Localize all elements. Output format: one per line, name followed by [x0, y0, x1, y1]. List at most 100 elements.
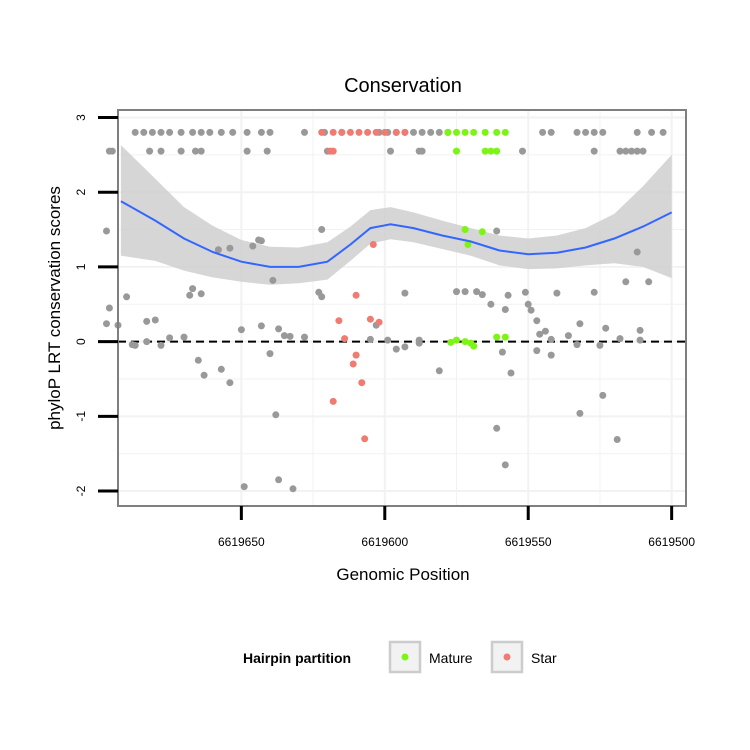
point-other [533, 317, 541, 325]
plot-panel [118, 110, 686, 506]
point-mature [464, 241, 472, 248]
point-other [622, 278, 630, 286]
y-tick-label: 3 [74, 114, 88, 121]
point-other [186, 291, 194, 299]
point-other [200, 371, 208, 379]
point-mature [501, 128, 509, 136]
point-other [564, 332, 572, 340]
point-other [541, 327, 549, 335]
point-star [346, 128, 354, 136]
point-other [180, 333, 188, 341]
point-star [349, 360, 357, 368]
point-other [616, 335, 624, 343]
point-other [272, 411, 280, 419]
point-other [613, 436, 621, 443]
point-other [599, 128, 607, 136]
point-star [358, 379, 366, 387]
point-other [318, 226, 326, 233]
point-other [636, 326, 644, 334]
point-other [146, 147, 154, 155]
point-star [392, 128, 400, 136]
point-other [229, 128, 237, 136]
point-other [318, 293, 326, 301]
point-other [103, 320, 110, 328]
point-other [590, 147, 598, 155]
point-other [289, 485, 297, 493]
point-other [435, 367, 443, 375]
point-other [151, 316, 159, 324]
point-other [418, 147, 426, 155]
point-other [243, 128, 251, 136]
point-other [140, 128, 148, 136]
point-other [636, 336, 644, 344]
legend: Hairpin partition Mature Star [243, 640, 557, 674]
point-mature [493, 333, 501, 341]
point-star [352, 351, 360, 359]
point-star [366, 315, 374, 323]
point-other [599, 391, 607, 399]
point-other [507, 369, 515, 377]
point-other [659, 128, 667, 136]
grid-lines [118, 110, 686, 506]
point-other [366, 335, 374, 343]
point-other [573, 128, 581, 136]
point-mature [461, 338, 469, 346]
point-other [177, 128, 185, 136]
legend-swatch-mature [401, 653, 409, 661]
point-other [214, 246, 222, 254]
point-other [206, 128, 214, 136]
point-other [280, 332, 288, 340]
point-mature [478, 228, 486, 236]
point-star [341, 335, 349, 343]
point-mature [453, 128, 460, 136]
point-other [301, 128, 308, 136]
point-other [197, 290, 205, 298]
point-other [633, 248, 641, 256]
smooth-trend-line [120, 200, 673, 268]
point-other [384, 336, 392, 344]
point-other [301, 333, 308, 341]
point-other [427, 128, 435, 136]
point-other [582, 128, 590, 136]
point-star [355, 128, 363, 136]
point-other [501, 461, 509, 469]
point-star [352, 291, 360, 299]
point-star [369, 241, 377, 248]
point-other [628, 147, 635, 155]
point-other [157, 128, 165, 136]
point-other [639, 147, 647, 155]
point-other [108, 147, 116, 155]
point-star [372, 128, 380, 136]
point-other [131, 128, 139, 136]
point-other [157, 341, 165, 349]
point-other [103, 227, 110, 235]
point-other [590, 128, 598, 136]
point-other [257, 128, 265, 136]
point-other [197, 128, 205, 136]
point-other [453, 288, 460, 296]
point-other [148, 128, 156, 136]
point-mature [461, 226, 469, 233]
x-tick-label: 6619550 [505, 535, 552, 549]
point-star [335, 317, 343, 325]
point-other [243, 147, 251, 155]
y-tick-label: 1 [74, 263, 88, 270]
confidence-ribbon [120, 145, 672, 285]
point-star [401, 128, 409, 136]
point-mature [444, 128, 452, 136]
point-other [269, 276, 277, 284]
point-other [257, 322, 265, 330]
point-other [590, 288, 598, 296]
legend-label-star: Star [531, 650, 557, 666]
point-star [329, 397, 337, 405]
y-tick-label: 2 [74, 189, 88, 196]
y-tick-label: -2 [74, 485, 88, 496]
point-other [493, 424, 501, 432]
point-star [329, 128, 337, 136]
point-other [257, 237, 265, 245]
y-tick-label: 0 [74, 338, 88, 345]
x-tick-label: 6619500 [648, 535, 695, 549]
point-mature [461, 128, 469, 136]
point-other [105, 304, 113, 312]
point-other [143, 338, 151, 346]
